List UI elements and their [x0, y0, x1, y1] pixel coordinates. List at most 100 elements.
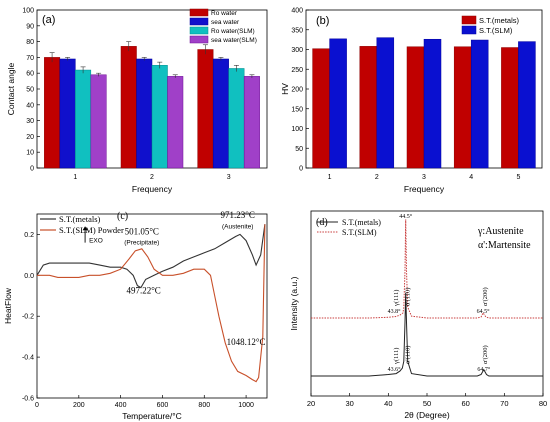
panel-a-y-tick-label: 90 [26, 23, 34, 30]
panel-a-y-tick-label: 40 [26, 102, 34, 109]
panel-d-y-axis-title: Intensity (a.u.) [289, 276, 299, 330]
panel-b-x-tick-label: 5 [516, 174, 520, 181]
panel-b-bar [312, 48, 330, 169]
panel-a-y-tick-label: 70 [26, 55, 34, 62]
panel-d-peak-index: γ(111) [393, 348, 400, 365]
panel-a-bar [90, 74, 107, 169]
panel-c-y-tick-label: 0.0 [24, 273, 34, 280]
panel-c-y-tick-label: -0.2 [22, 314, 34, 321]
panel-c-annotation: 497.22°C [126, 286, 160, 296]
panel-c-x-tick-label: 0 [35, 402, 39, 409]
panel-b-x-tick-label: 1 [328, 174, 332, 181]
panel-a-y-tick-label: 80 [26, 39, 34, 46]
panel-a-bar [44, 57, 61, 169]
panel-a-x-axis-title: Frequency [132, 184, 173, 194]
panel-a-y-axis-title: Contact angle [6, 63, 16, 116]
panel-a-bar [120, 46, 137, 169]
panel-d-peak-angle: 43.6° [388, 366, 402, 373]
panel-b-legend-swatch [461, 25, 477, 35]
panel-b-bar [376, 37, 395, 169]
panel-c-exo-label: EXO [89, 238, 103, 245]
panel-c-series-line [36, 224, 266, 289]
panel-a-legend-swatch [189, 8, 209, 17]
panel-a-legend-label: sea water [211, 19, 240, 26]
panel-c-y-tick-label: 0.2 [24, 232, 34, 239]
panel-a-label: (a) [42, 14, 55, 26]
panel-d-peak-index: α'(200) [482, 287, 489, 306]
panel-c-x-tick-label: 800 [198, 402, 210, 409]
panel-a-bar [59, 58, 76, 169]
panel-a-y-tick-label: 60 [26, 71, 34, 78]
panel-b-y-tick-label: 100 [291, 126, 303, 133]
panel-d-peak-index: α'(200) [482, 345, 489, 364]
panel-d-x-tick-label: 50 [423, 399, 431, 408]
panel-b-label: (b) [316, 15, 329, 27]
panel-a-legend-label: Ro water(SLM) [211, 28, 255, 35]
panel-d-x-tick-label: 20 [307, 399, 315, 408]
panel-d-peak-angle: 64.7° [477, 366, 491, 373]
panel-b-y-tick-label: 250 [291, 67, 303, 74]
panel-a-legend-swatch [189, 17, 209, 26]
panel-b-y-tick-label: 200 [291, 87, 303, 94]
panel-a-y-tick-label: 20 [26, 134, 34, 141]
panel-d-legend-label: S.T.(metals) [342, 218, 381, 227]
panel-c-x-tick-label: 200 [73, 402, 85, 409]
panel-b-y-axis-title: HV [280, 83, 290, 95]
panel-a-x-tick-label: 3 [227, 174, 231, 181]
panel-b-bar [406, 46, 425, 169]
panel-c-frame [36, 213, 268, 399]
panel-c-legend-label: S.T.(SLM) Powder [59, 225, 124, 235]
panel-b-bar [423, 38, 442, 169]
panel-c-x-tick-label: 400 [115, 402, 127, 409]
panel-d-frame [310, 210, 544, 397]
panel-b-bar [470, 39, 489, 169]
panel-d-x-tick-label: 40 [384, 399, 392, 408]
panel-d-x-tick-label: 30 [345, 399, 353, 408]
panel-c-series-line [37, 224, 266, 383]
panel-b-y-tick-label: 0 [299, 166, 303, 173]
panel-d-peak-index: α'(110) [405, 346, 412, 364]
panel-a-y-tick-label: 0 [30, 166, 34, 173]
panel-b-x-tick-label: 4 [469, 174, 473, 181]
panel-a-y-tick-label: 50 [26, 87, 34, 94]
panel-a-bar [167, 76, 184, 169]
panel-d-phase-legend: γ:Austenite [477, 226, 524, 237]
panel-d-legend-label: S.T.(SLM) [342, 228, 377, 237]
panel-d-peak-index: α'(110) [405, 288, 412, 306]
panel-c-y-tick-label: -0.4 [22, 355, 34, 362]
panel-b-legend-label: S.T.(SLM) [479, 26, 513, 35]
panel-c-label: (c) [117, 211, 128, 222]
panel-a-x-tick-label: 2 [150, 174, 154, 181]
panel-c: -0.6 -0.4 -0.2 0.0 0.2 0 200 400 600 800 1000 501.0… [3, 210, 268, 421]
panel-d-peak-angle: 64.5° [477, 308, 491, 315]
panel-a-legend-label: Ro water [211, 10, 238, 17]
panel-a-legend-swatch [189, 26, 209, 35]
panel-b-y-tick-label: 350 [291, 27, 303, 34]
panel-c-y-tick-label: -0.6 [22, 396, 34, 403]
panel-d-x-tick-label: 60 [461, 399, 469, 408]
panel-a-bar [212, 58, 229, 169]
panel-a-y-tick-label: 10 [26, 150, 34, 157]
panel-b-legend-swatch [461, 15, 477, 25]
panel-b-y-tick-label: 50 [295, 146, 303, 153]
panel-b-x-axis-title: Frequency [404, 184, 445, 194]
panel-d-peak-angle: 44.5° [399, 213, 413, 220]
panel-a: 0 10 20 30 40 50 60 70 80 90 100 1 2 3 (a) Frequency Con… [6, 8, 268, 194]
panel-b: 0 50 100 150 200 250 300 350 400 1 2 3 4 5 (b) Frequenc… [280, 8, 543, 194]
panel-b-bar [453, 46, 472, 169]
panel-d-x-tick-label: 70 [500, 399, 508, 408]
panel-d-peak-angle: 43.8° [388, 308, 402, 315]
panel-c-x-tick-label: 1000 [238, 402, 254, 409]
panel-a-legend-swatch [189, 35, 209, 44]
panel-a-bar [151, 65, 168, 169]
panel-a-bar [228, 68, 245, 169]
panel-b-bar [359, 46, 378, 169]
panel-c-legend-label: S.T.(metals) [59, 214, 101, 224]
panel-d-series-line [311, 292, 543, 377]
panel-a-bar [75, 69, 92, 169]
panel-d-x-axis-title: 2θ (Degree) [404, 410, 450, 420]
panel-c-annotation: (Austenite) [222, 223, 253, 230]
panel-c-annotation: 1048.12°C [227, 337, 266, 347]
